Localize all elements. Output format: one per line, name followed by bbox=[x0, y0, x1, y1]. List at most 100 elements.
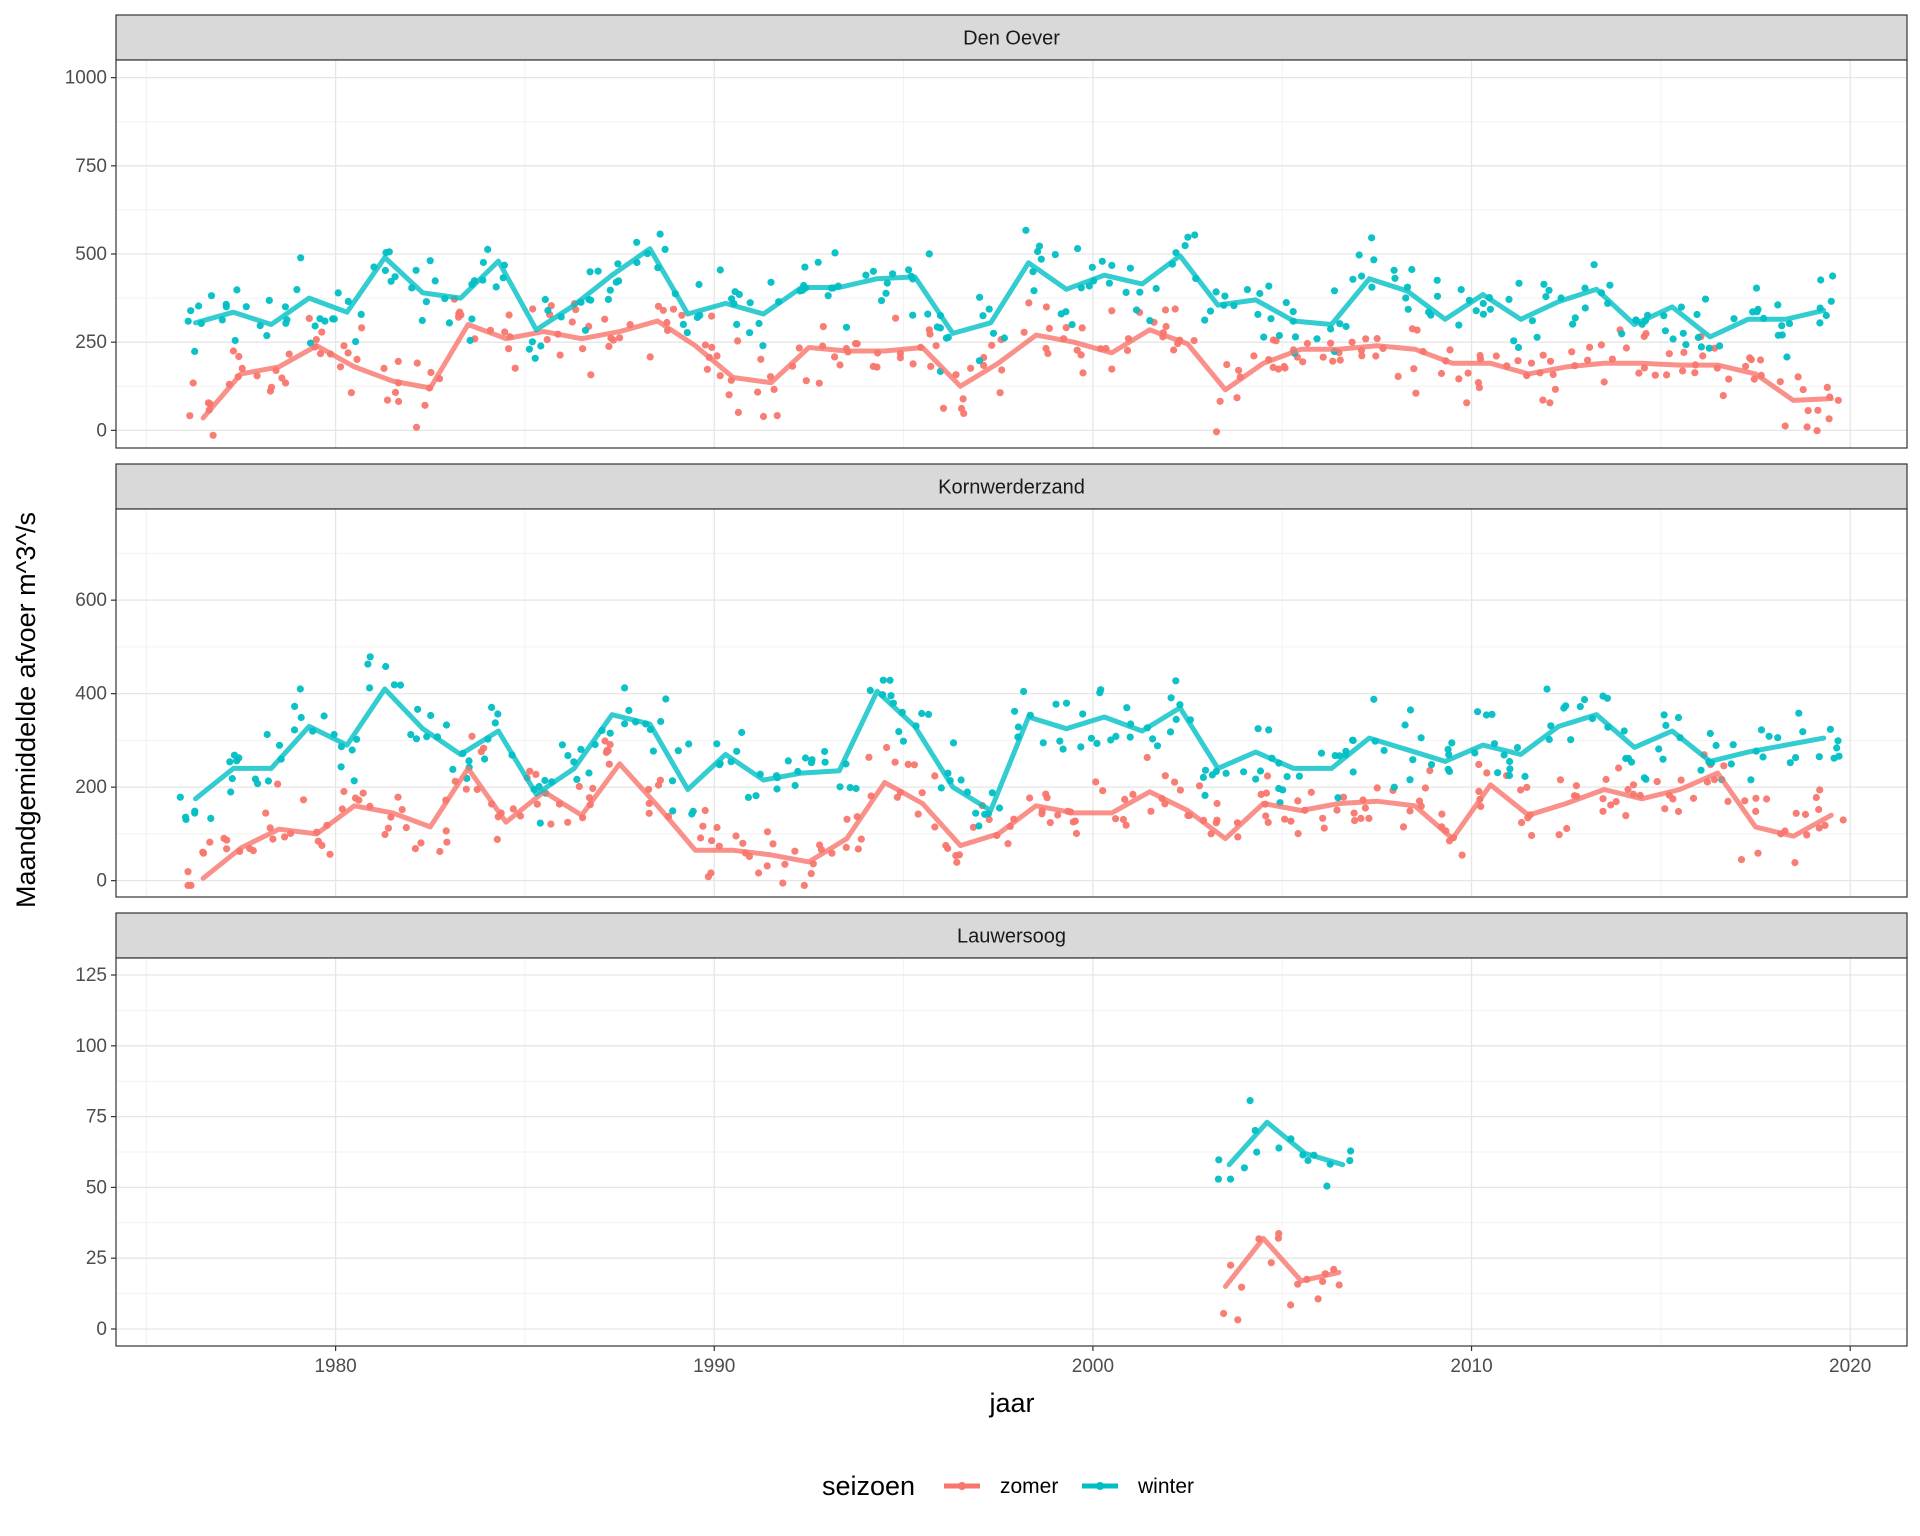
data-point-winter bbox=[1815, 753, 1823, 761]
data-point-winter bbox=[1427, 761, 1436, 769]
data-point-winter bbox=[1521, 772, 1529, 781]
data-point-winter bbox=[541, 776, 549, 785]
data-point-zomer bbox=[1287, 1301, 1295, 1309]
data-point-zomer bbox=[699, 822, 707, 830]
data-point-winter bbox=[1642, 775, 1650, 783]
data-point-zomer bbox=[1062, 324, 1070, 332]
data-point-winter bbox=[1079, 710, 1087, 718]
data-point-zomer bbox=[186, 412, 194, 420]
data-point-winter bbox=[1122, 288, 1130, 296]
data-point-zomer bbox=[931, 772, 939, 780]
data-point-zomer bbox=[869, 362, 877, 370]
data-point-winter bbox=[222, 303, 230, 311]
data-point-zomer bbox=[1651, 371, 1659, 379]
data-point-winter bbox=[390, 681, 398, 689]
data-point-winter bbox=[442, 721, 451, 729]
data-point-winter bbox=[1390, 266, 1398, 274]
data-point-zomer bbox=[815, 379, 823, 387]
panel-strip bbox=[115, 463, 1908, 510]
data-point-zomer bbox=[763, 828, 772, 836]
data-point-winter bbox=[1444, 745, 1452, 754]
data-point-zomer bbox=[391, 388, 400, 396]
data-point-zomer bbox=[1794, 373, 1802, 381]
data-point-zomer bbox=[575, 782, 583, 791]
data-point-winter bbox=[1682, 341, 1690, 349]
data-point-zomer bbox=[1653, 778, 1661, 786]
x-tick-label: 1990 bbox=[693, 1356, 735, 1377]
data-point-zomer bbox=[645, 809, 653, 817]
data-point-zomer bbox=[1812, 793, 1820, 802]
data-point-winter bbox=[1749, 308, 1757, 316]
data-point-winter bbox=[1540, 280, 1548, 288]
data-point-winter bbox=[1792, 754, 1800, 762]
data-point-winter bbox=[594, 267, 602, 275]
data-point-zomer bbox=[1517, 786, 1525, 794]
data-point-winter bbox=[842, 323, 851, 331]
data-point-zomer bbox=[1741, 797, 1749, 805]
data-point-winter bbox=[759, 342, 767, 350]
y-tick-label: 25 bbox=[86, 1248, 107, 1269]
data-point-zomer bbox=[187, 881, 195, 890]
data-point-zomer bbox=[754, 388, 762, 396]
data-point-zomer bbox=[1320, 824, 1328, 832]
data-point-zomer bbox=[734, 408, 743, 416]
data-point-winter bbox=[1256, 289, 1264, 298]
data-point-zomer bbox=[543, 336, 551, 344]
data-point-zomer bbox=[347, 389, 355, 397]
data-point-winter bbox=[1283, 773, 1291, 781]
data-point-zomer bbox=[734, 337, 742, 345]
data-point-zomer bbox=[1365, 814, 1373, 823]
data-point-zomer bbox=[1823, 383, 1831, 391]
data-point-zomer bbox=[967, 364, 975, 372]
data-point-zomer bbox=[1362, 335, 1370, 343]
data-point-zomer bbox=[1814, 406, 1822, 414]
data-point-winter bbox=[689, 807, 697, 815]
data-point-winter bbox=[426, 257, 434, 265]
data-point-winter bbox=[1618, 330, 1626, 338]
data-point-winter bbox=[297, 713, 305, 722]
data-point-winter bbox=[427, 711, 435, 720]
data-point-winter bbox=[1655, 745, 1663, 753]
data-point-zomer bbox=[462, 785, 470, 793]
data-point-zomer bbox=[505, 345, 513, 353]
data-point-winter bbox=[396, 681, 405, 689]
data-point-zomer bbox=[436, 847, 444, 856]
data-point-winter bbox=[466, 336, 474, 344]
data-point-winter bbox=[1087, 734, 1095, 742]
data-point-zomer bbox=[1351, 817, 1359, 825]
y-tick-label: 1000 bbox=[65, 68, 107, 89]
data-point-zomer bbox=[781, 860, 789, 868]
data-point-zomer bbox=[412, 423, 421, 431]
data-point-zomer bbox=[442, 827, 450, 835]
data-point-zomer bbox=[1216, 397, 1224, 405]
data-point-zomer bbox=[394, 793, 402, 801]
data-point-zomer bbox=[457, 311, 465, 319]
data-point-winter bbox=[184, 317, 192, 325]
data-point-winter bbox=[1505, 771, 1514, 780]
data-point-winter bbox=[621, 720, 629, 728]
data-point-winter bbox=[1488, 710, 1496, 719]
data-point-zomer bbox=[1528, 831, 1536, 840]
data-point-winter bbox=[1427, 311, 1435, 319]
data-point-winter bbox=[1062, 308, 1070, 316]
data-point-zomer bbox=[659, 306, 667, 314]
data-point-zomer bbox=[1546, 399, 1554, 407]
data-point-winter bbox=[1752, 284, 1761, 292]
y-tick-label: 75 bbox=[86, 1107, 107, 1128]
data-point-zomer bbox=[708, 837, 716, 845]
data-point-zomer bbox=[1556, 776, 1565, 784]
data-point-zomer bbox=[282, 379, 290, 387]
data-point-zomer bbox=[980, 361, 988, 369]
data-point-winter bbox=[614, 260, 622, 268]
data-point-winter bbox=[1799, 728, 1807, 736]
data-point-winter bbox=[656, 230, 664, 238]
data-point-winter bbox=[808, 756, 816, 764]
data-point-zomer bbox=[1046, 819, 1054, 827]
data-point-winter bbox=[1074, 245, 1082, 253]
data-point-winter bbox=[1590, 261, 1598, 269]
data-point-winter bbox=[801, 754, 810, 762]
data-point-winter bbox=[1260, 333, 1268, 341]
data-point-zomer bbox=[697, 834, 705, 842]
data-point-winter bbox=[412, 266, 420, 274]
data-point-zomer bbox=[579, 345, 587, 353]
